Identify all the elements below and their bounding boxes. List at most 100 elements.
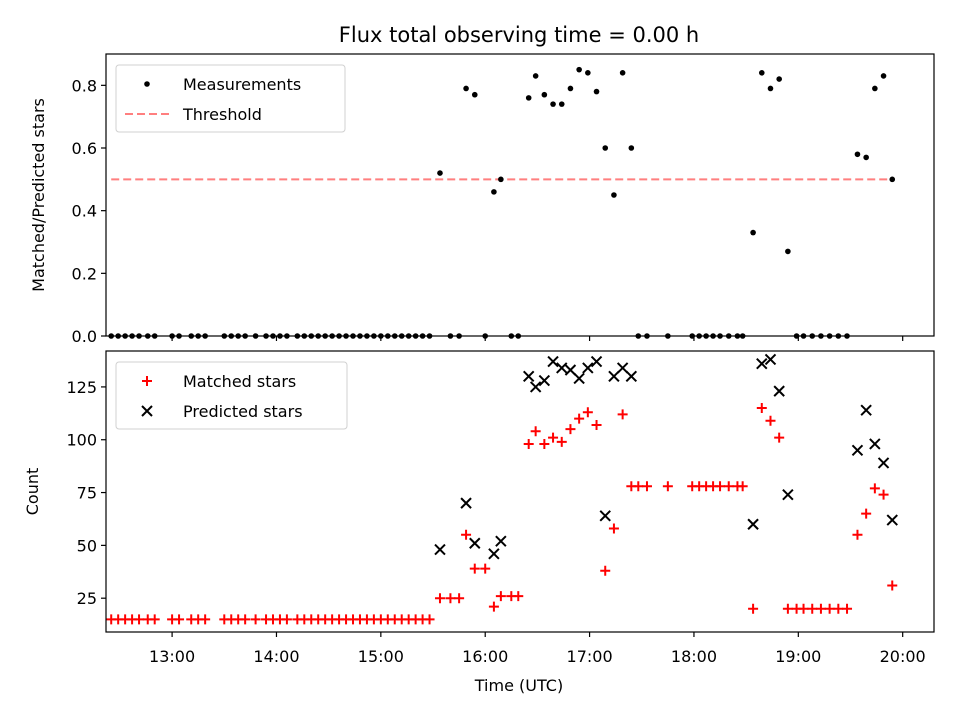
matched-star-point xyxy=(149,614,160,625)
predicted-star-point xyxy=(522,370,535,383)
matched-star-point xyxy=(469,563,480,574)
measurement-point xyxy=(550,101,556,107)
predicted-star-point xyxy=(556,362,568,374)
matched-star-point xyxy=(513,591,524,602)
measurement-point xyxy=(593,88,600,95)
legend-plus-marker xyxy=(142,376,152,386)
y-tick-label: 125 xyxy=(66,378,97,397)
measurement-point xyxy=(880,73,887,79)
measurement-point xyxy=(471,91,478,98)
predicted-star-point xyxy=(851,444,864,457)
matched-star-point xyxy=(782,603,793,614)
matched-star-point xyxy=(641,481,652,492)
matched-star-point xyxy=(748,603,759,614)
y-tick-label: 75 xyxy=(77,484,97,503)
matched-star-point xyxy=(833,603,844,614)
matched-star-point xyxy=(250,614,261,625)
matched-star-point xyxy=(565,424,576,435)
matched-star-point xyxy=(887,580,898,591)
predicted-star-point xyxy=(434,543,446,556)
bottom-panel-star-counts: 25 50 75 100 125 13:00 14:00 15:00 16:00 17:00 18:… xyxy=(23,350,935,666)
predicted-star-point xyxy=(877,457,890,469)
matched-star-point xyxy=(454,593,465,604)
predicted-star-point xyxy=(538,374,551,387)
measurement-point xyxy=(758,70,765,76)
measurement-point xyxy=(585,70,591,76)
measurement-point xyxy=(463,85,469,92)
matched-star-point xyxy=(539,438,550,449)
matched-star-point xyxy=(530,426,541,437)
predicted-star-point xyxy=(886,514,898,526)
measurement-point xyxy=(558,101,565,107)
legend-x-marker xyxy=(141,405,153,417)
matched-star-point xyxy=(200,614,211,625)
matched-star-point xyxy=(878,489,889,500)
measurement-point xyxy=(576,66,582,73)
matched-star-point xyxy=(523,438,534,449)
measurement-point xyxy=(619,70,626,76)
matched-star-point xyxy=(798,603,809,614)
matched-star-point xyxy=(662,481,673,492)
predicted-star-point xyxy=(773,385,785,397)
predicted-star-point xyxy=(495,535,507,547)
x-tick-label: 18:00 xyxy=(671,647,717,666)
measurement-point xyxy=(541,91,548,98)
measurement-point xyxy=(525,95,532,101)
predicted-star-point xyxy=(747,518,759,530)
figure-title: Flux total observing time = 0.00 h xyxy=(339,23,699,47)
measurement-point xyxy=(628,145,635,151)
predicted-star-point xyxy=(860,404,872,416)
measurement-point xyxy=(602,145,609,151)
bottom-y-axis-label: Count xyxy=(23,468,42,516)
predicted-star-point xyxy=(782,488,794,501)
measurement-point xyxy=(776,76,782,82)
matched-star-point xyxy=(723,481,734,492)
y-tick-label: 50 xyxy=(77,536,97,555)
top-y-axis-label: Matched/Predicted stars xyxy=(29,98,48,292)
predicted-star-point xyxy=(582,362,594,374)
matched-star-point xyxy=(461,529,472,540)
predicted-star-point xyxy=(547,355,559,368)
matched-star-point xyxy=(480,563,491,574)
matched-star-point xyxy=(134,614,145,625)
measurement-point xyxy=(872,85,878,92)
x-tick-label: 15:00 xyxy=(358,647,404,666)
matched-star-point xyxy=(434,593,445,604)
matched-star-point xyxy=(633,481,644,492)
y-tick-label: 100 xyxy=(66,431,97,450)
matched-star-point xyxy=(445,593,456,604)
bottom-legend: Matched stars Predicted stars xyxy=(115,361,348,430)
matched-star-point xyxy=(240,614,251,625)
measurement-point xyxy=(889,176,896,183)
legend-label: Matched stars xyxy=(183,372,296,391)
y-tick-label: 0.6 xyxy=(72,139,97,158)
top-legend: Measurements Threshold xyxy=(115,64,346,133)
x-tick-label: 20:00 xyxy=(880,647,926,666)
matched-star-point xyxy=(774,432,785,443)
measurement-point xyxy=(767,85,774,92)
y-tick-label: 25 xyxy=(77,589,97,608)
legend-label: Predicted stars xyxy=(183,402,303,421)
matched-star-point xyxy=(756,403,767,414)
matched-star-point xyxy=(488,601,499,612)
predicted-star-point xyxy=(590,355,603,368)
matched-star-point xyxy=(617,409,628,420)
matched-star-point xyxy=(765,415,776,426)
matched-star-point xyxy=(861,508,872,519)
measurement-point xyxy=(611,192,617,198)
predicted-star-point xyxy=(608,370,620,383)
matched-star-point xyxy=(556,436,567,447)
legend-dot-marker xyxy=(144,81,150,87)
predicted-star-point xyxy=(460,497,472,509)
measurement-point xyxy=(532,73,539,79)
measurement-point xyxy=(863,154,869,161)
matched-star-point xyxy=(600,565,611,576)
predicted-star-point xyxy=(469,537,481,549)
y-tick-label: 0.8 xyxy=(72,76,97,95)
predicted-star-point xyxy=(756,357,768,370)
predicted-star-point xyxy=(625,370,638,383)
measurement-point xyxy=(491,189,497,195)
predicted-star-point xyxy=(599,510,611,522)
y-tick-label: 0.0 xyxy=(72,327,97,346)
